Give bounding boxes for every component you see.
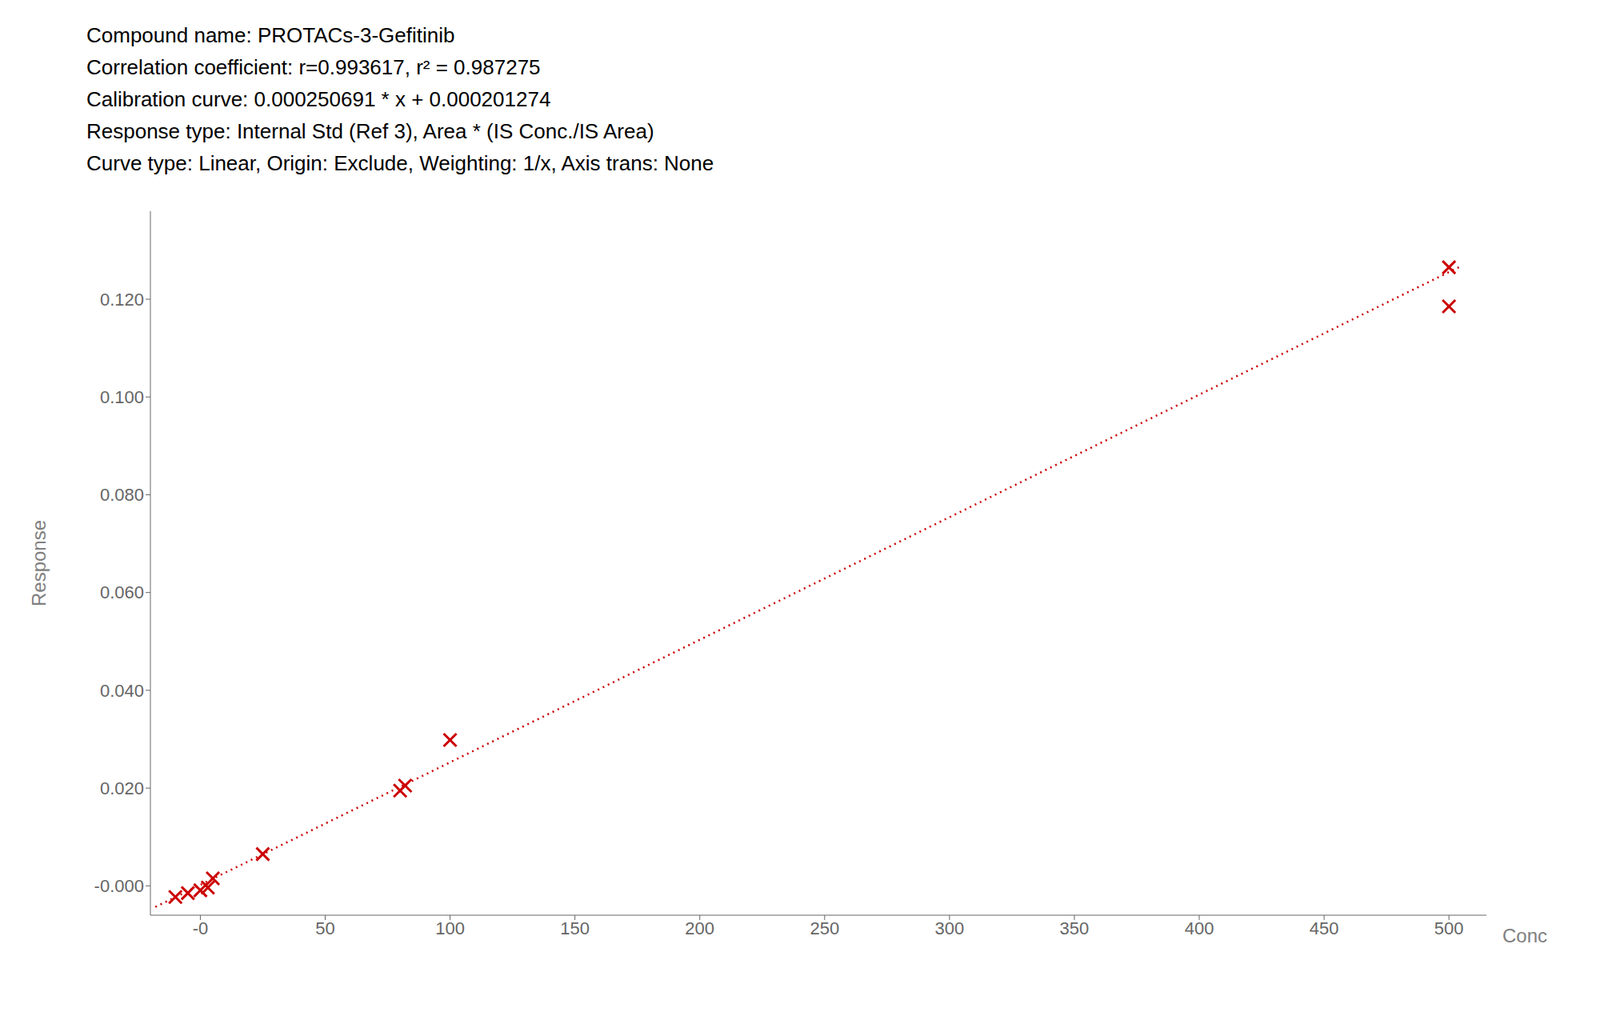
html-text:Curve type: Linear, Origin: Ex: Curve type: Linear, Origin: Exclude, Wei…: [86, 151, 714, 176]
svg-text:500: 500: [1434, 918, 1464, 939]
html-text:Response type: Internal Std (R: Response type: Internal Std (Ref 3), Are…: [86, 119, 655, 144]
svg-text:-0: -0: [192, 918, 209, 939]
html-text:Compound name: PROTACs-3-Gefit: Compound name: PROTACs-3-Gefitinib: [86, 23, 455, 48]
svg-text:300: 300: [935, 918, 965, 939]
html-text:Calibration curve: 0.000250691: Calibration curve: 0.000250691 * x + 0.0…: [86, 87, 551, 112]
svg-text:150: 150: [560, 918, 590, 939]
svg-text:-0.000: -0.000: [94, 876, 144, 896]
svg-text:0.040: 0.040: [100, 680, 144, 701]
svg-text:450: 450: [1309, 918, 1340, 939]
svg-text:200: 200: [684, 918, 715, 939]
svg-text:Conc: Conc: [1502, 924, 1548, 947]
svg-text:400: 400: [1184, 918, 1215, 939]
html-text:Correlation coefficient: r=0.9: Correlation coefficient: r=0.993617, r² …: [86, 55, 541, 80]
svg-text:0.060: 0.060: [100, 582, 144, 603]
svg-text:100: 100: [435, 918, 465, 939]
svg-text:350: 350: [1060, 918, 1090, 939]
svg-text:0.100: 0.100: [100, 387, 144, 408]
svg-text:0.120: 0.120: [100, 289, 144, 310]
svg-text:250: 250: [809, 918, 840, 939]
svg-text:Response: Response: [28, 520, 50, 607]
svg-text:0.080: 0.080: [100, 484, 144, 505]
svg-text:50: 50: [315, 918, 335, 939]
svg-text:0.020: 0.020: [100, 778, 144, 799]
